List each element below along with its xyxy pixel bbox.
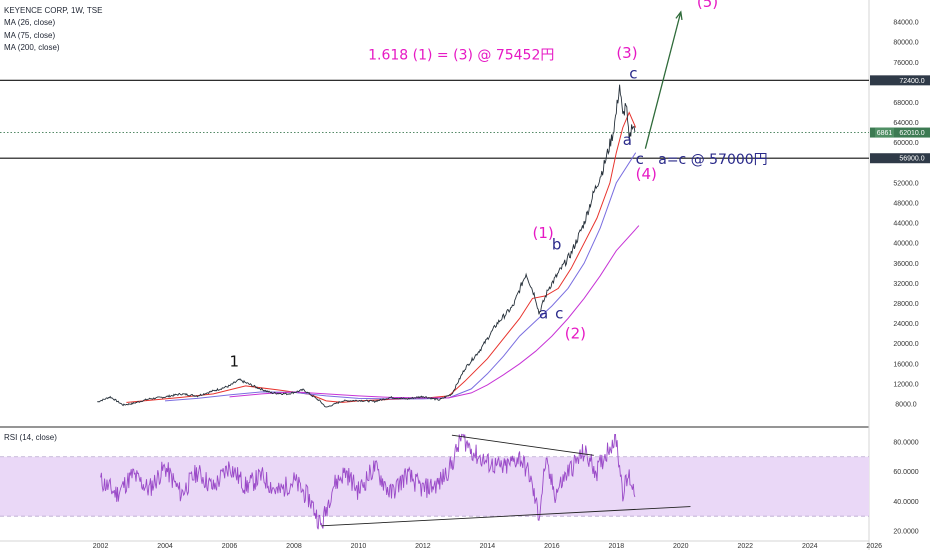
price-tag-box	[870, 127, 930, 138]
price-tag-label: 62010.0	[899, 130, 924, 137]
price-tick-label: 8000.0	[895, 401, 917, 408]
ma-line-3	[229, 225, 640, 399]
wave-annotation: a	[539, 305, 548, 323]
time-tick-label: 2026	[866, 543, 882, 550]
time-tick-label: 2016	[544, 543, 560, 550]
projection-arrow	[644, 11, 682, 149]
countdown-tag-label: 6861	[877, 130, 893, 137]
rsi-title[interactable]: RSI (14, close)	[4, 433, 57, 442]
price-tick-label: 16000.0	[893, 361, 918, 368]
price-tick-label: 76000.0	[893, 60, 918, 67]
time-tick-label: 2018	[609, 543, 625, 550]
wave-annotation: 1	[230, 352, 240, 370]
indicator-legend: KEYENCE CORP, 1W, TSE MA (26, close) MA …	[4, 5, 102, 55]
wave-annotation: c	[629, 64, 637, 82]
price-tag-box	[870, 153, 930, 164]
time-tick-label: 2010	[351, 543, 367, 550]
price-tag-label: 72400.0	[899, 78, 924, 85]
price-tag-label: 56900.0	[899, 156, 924, 163]
time-tick-label: 2004	[157, 543, 173, 550]
rsi-trendline	[321, 506, 691, 527]
price-tick-label: 12000.0	[893, 381, 918, 388]
price-tick-label: 44000.0	[893, 221, 918, 228]
price-tick-label: 52000.0	[893, 180, 918, 187]
ma-line-2	[164, 152, 637, 402]
rsi-tick-label: 60.0000	[893, 469, 918, 476]
wave-annotation: (4)	[636, 165, 657, 183]
indicator-ma200[interactable]: MA (200, close)	[4, 43, 60, 53]
time-tick-label: 2006	[222, 543, 238, 550]
price-tick-label: 84000.0	[893, 20, 918, 27]
price-tick-label: 40000.0	[893, 241, 918, 248]
wave-annotation: a=c @ 57000円	[658, 152, 767, 168]
time-tick-label: 2002	[93, 543, 109, 550]
price-tick-label: 36000.0	[893, 261, 918, 268]
indicator-ma75[interactable]: MA (75, close)	[4, 30, 56, 40]
price-tick-label: 64000.0	[893, 120, 918, 127]
projection-arrowhead	[675, 10, 683, 21]
price-tick-label: 32000.0	[893, 281, 918, 288]
rsi-tick-label: 40.0000	[893, 499, 918, 506]
price-tick-label: 48000.0	[893, 200, 918, 207]
wave-annotation: (5)	[697, 0, 718, 11]
price-tag-box	[870, 75, 930, 86]
wave-annotation: c	[636, 150, 644, 168]
wave-annotation: (3)	[616, 44, 637, 62]
countdown-tag-box	[875, 127, 894, 138]
time-tick-label: 2024	[802, 543, 818, 550]
wave-annotation: c	[555, 305, 563, 323]
time-tick-label: 2022	[737, 543, 753, 550]
ma-line-1	[126, 111, 637, 403]
wave-annotation: b	[552, 236, 562, 254]
price-tick-label: 80000.0	[893, 40, 918, 47]
price-tick-label: 28000.0	[893, 301, 918, 308]
rsi-line	[100, 433, 636, 530]
time-tick-label: 2020	[673, 543, 689, 550]
rsi-trendline	[451, 434, 594, 456]
price-tick-label: 60000.0	[893, 140, 918, 147]
wave-annotation: (2)	[565, 325, 586, 343]
price-line	[97, 84, 636, 408]
time-tick-label: 2014	[480, 543, 496, 550]
price-tick-label: 24000.0	[893, 321, 918, 328]
indicator-ma26[interactable]: MA (26, close)	[4, 18, 56, 28]
time-tick-label: 2008	[286, 543, 302, 550]
price-tick-label: 20000.0	[893, 341, 918, 348]
wave-annotation: 1.618 (1) = (3) @ 75452円	[368, 48, 554, 64]
time-tick-label: 2012	[415, 543, 431, 550]
rsi-band	[0, 456, 869, 517]
rsi-tick-label: 20.0000	[893, 529, 918, 536]
rsi-tick-label: 80.0000	[893, 439, 918, 446]
wave-annotation: a	[623, 131, 632, 149]
symbol-title[interactable]: KEYENCE CORP, 1W, TSE	[4, 6, 103, 15]
wave-annotation: (1)	[533, 224, 554, 242]
price-tick-label: 68000.0	[893, 100, 918, 107]
